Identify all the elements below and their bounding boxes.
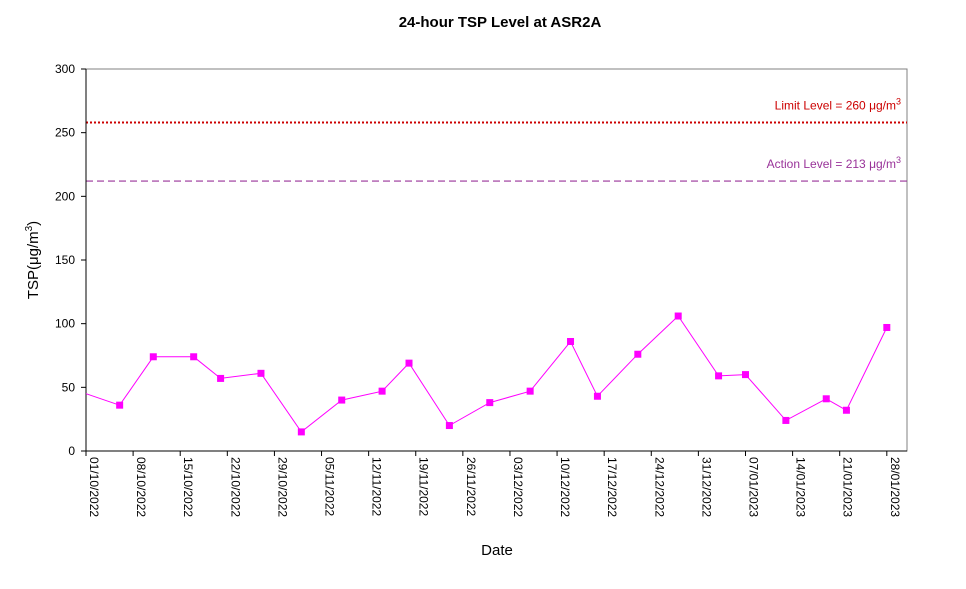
y-tick-label: 150 (55, 253, 75, 267)
data-point (842, 406, 850, 414)
y-tick-label: 0 (68, 444, 75, 458)
y-tick-label: 250 (55, 126, 75, 140)
x-tick-label: 10/12/2022 (558, 457, 572, 517)
x-tick-label: 12/11/2022 (370, 457, 384, 516)
action-level-label-exp: 3 (896, 155, 901, 165)
data-point (149, 353, 157, 361)
y-axis-title-main: TSP( (25, 265, 42, 299)
data-point (405, 359, 413, 367)
x-tick-label: 22/10/2022 (228, 457, 242, 517)
data-point (634, 350, 642, 358)
data-point (486, 399, 494, 407)
x-axis-title: Date (481, 542, 513, 559)
data-point (822, 395, 830, 403)
data-point (378, 387, 386, 395)
data-point (883, 323, 891, 331)
data-point (526, 387, 534, 395)
data-point (445, 422, 453, 430)
action-level-label-unit: μg/m (869, 157, 896, 171)
x-tick-label: 19/11/2022 (417, 457, 431, 516)
x-tick-label: 29/10/2022 (275, 457, 289, 517)
limit-level-label-exp: 3 (896, 96, 901, 106)
data-point (593, 392, 601, 400)
data-point (297, 428, 305, 436)
data-point (257, 369, 265, 377)
y-axis-title: TSP(μg/m3) (24, 221, 42, 299)
y-axis-title-unit: μg/m (25, 231, 42, 265)
data-point (217, 374, 225, 382)
data-point (782, 416, 790, 424)
y-tick-label: 200 (55, 189, 75, 203)
limit-level-label: Limit Level = 260 μg/m3 (775, 96, 901, 112)
chart-title: 24-hour TSP Level at ASR2A (399, 14, 602, 31)
x-tick-label: 14/01/2023 (794, 457, 808, 517)
y-tick-label: 50 (62, 380, 76, 394)
x-tick-label: 24/12/2022 (652, 457, 666, 517)
x-tick-label: 01/10/2022 (87, 457, 101, 517)
data-point (190, 353, 198, 361)
data-point (741, 371, 749, 379)
x-tick-label: 03/12/2022 (511, 457, 525, 517)
y-axis-title-exp: 3 (24, 225, 35, 231)
data-point (715, 372, 723, 380)
limit-level-label-text: Limit Level = 260 (775, 98, 869, 112)
x-tick-label: 28/01/2023 (888, 457, 902, 517)
x-tick-label: 17/12/2022 (605, 457, 619, 517)
data-point (567, 337, 575, 345)
y-tick-label: 300 (55, 62, 75, 76)
x-tick-label: 15/10/2022 (181, 457, 195, 517)
y-tick-label: 100 (55, 317, 75, 331)
action-level-label: Action Level = 213 μg/m3 (767, 155, 901, 171)
action-level-label-text: Action Level = 213 (767, 157, 869, 171)
series-layer (85, 312, 891, 436)
x-tick-label: 08/10/2022 (134, 457, 148, 517)
x-tick-label: 05/11/2022 (323, 457, 337, 516)
x-axis: 01/10/2022 08/10/2022 15/10/2022 22/10/2022… (85, 450, 907, 517)
x-tick-label: 07/01/2023 (746, 457, 760, 517)
limit-level-label-unit: μg/m (869, 98, 896, 112)
data-point (338, 396, 346, 404)
y-axis-title-close: ) (25, 221, 42, 226)
data-point (116, 401, 124, 409)
x-tick-label: 21/01/2023 (841, 457, 855, 517)
series-line (85, 315, 888, 433)
x-tick-label: 31/12/2022 (699, 457, 713, 517)
data-point (674, 312, 682, 320)
x-tick-label: 26/11/2022 (464, 457, 478, 516)
y-axis: 0 50 100 150 200 250 300 (55, 62, 87, 458)
plot-area-frame (85, 68, 908, 452)
